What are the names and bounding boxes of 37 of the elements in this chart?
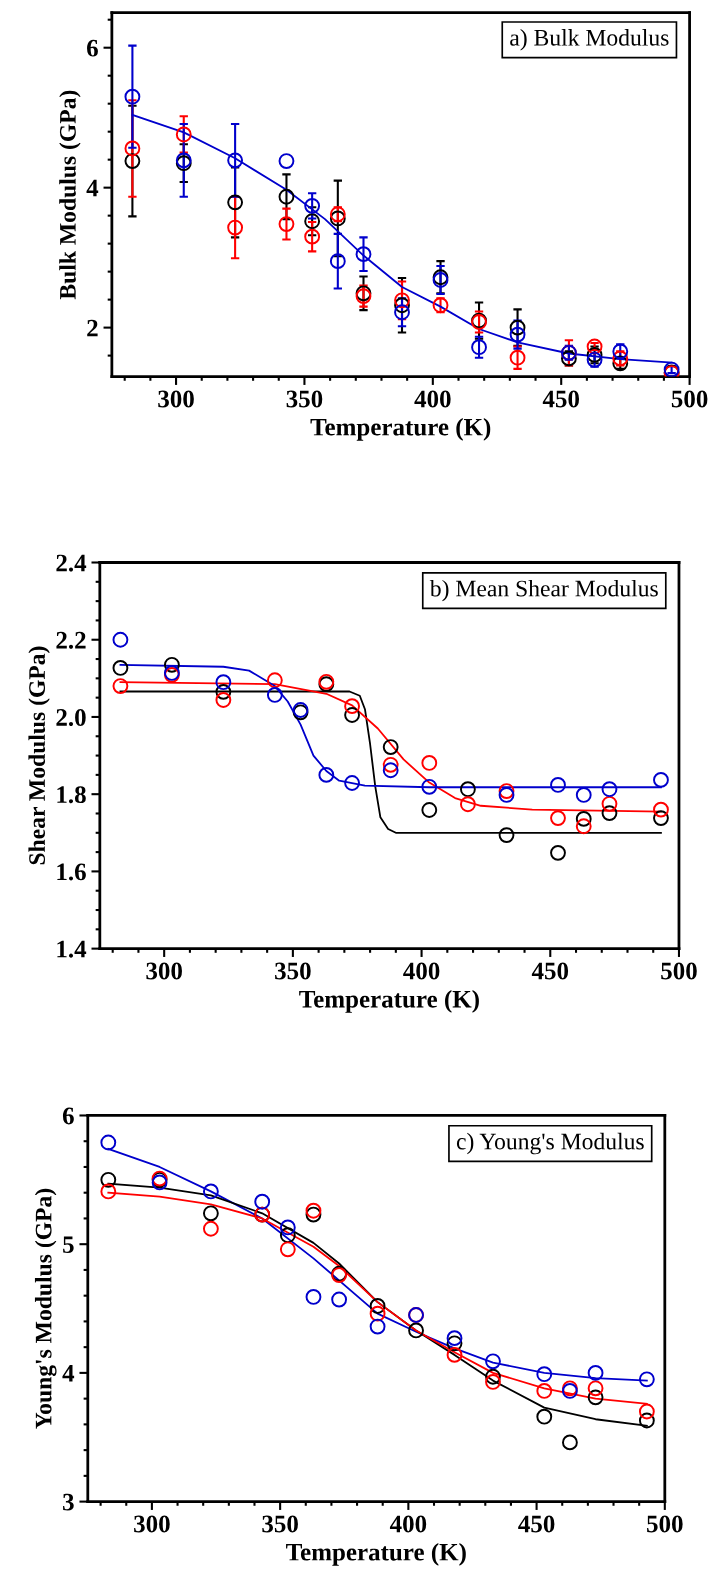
x-tick-label: 350 (275, 962, 311, 980)
x-tick-label: 400 (403, 962, 440, 980)
annotation: c) Young's Modulus (456, 1132, 644, 1155)
x-tick-label: 400 (389, 1515, 427, 1533)
y-axis-title: Young's Modulus (GPa) (34, 1188, 57, 1429)
y-axis-title: Shear Modulus (GPa) (28, 646, 50, 865)
x-axis-title: Temperature (K) (299, 990, 479, 1013)
x-tick-label: 300 (146, 962, 182, 980)
y-tick-label: 6 (62, 1107, 74, 1125)
y-tick-label: 2.2 (56, 631, 86, 649)
y-tick-label: 2.0 (56, 709, 86, 726)
x-tick-label: 450 (531, 962, 569, 980)
y-tick-label: 1.8 (57, 786, 86, 804)
y-axis-title: Bulk Modulus (GPa) (59, 90, 81, 300)
y-tick-label: 2.4 (56, 554, 87, 572)
annotation: a) Bulk Modulus (510, 29, 669, 51)
x-tick-label: 350 (286, 390, 323, 408)
y-tick-label: 3 (63, 1493, 74, 1511)
y-tick-label: 5 (63, 1236, 74, 1254)
y-tick-label: 4 (62, 1365, 75, 1382)
annotation: b) Mean Shear Modulus (429, 579, 658, 602)
x-axis-title: Temperature (K) (286, 1543, 466, 1566)
x-tick-label: 450 (518, 1515, 555, 1533)
x-tick-label: 500 (671, 390, 708, 408)
x-tick-label: 300 (158, 390, 194, 408)
x-tick-label: 500 (661, 962, 697, 980)
x-tick-label: 400 (414, 390, 451, 408)
x-axis-title: Temperature (K) (310, 418, 491, 441)
y-tick-label: 4 (86, 179, 99, 197)
x-tick-label: 500 (647, 1515, 683, 1533)
y-tick-label: 1.6 (57, 863, 86, 881)
y-tick-label: 2 (87, 319, 98, 337)
y-tick-label: 6 (87, 39, 98, 57)
x-tick-label: 350 (262, 1515, 298, 1533)
x-tick-label: 300 (134, 1515, 170, 1533)
x-tick-label: 450 (542, 390, 579, 408)
y-tick-label: 1.4 (57, 940, 87, 958)
